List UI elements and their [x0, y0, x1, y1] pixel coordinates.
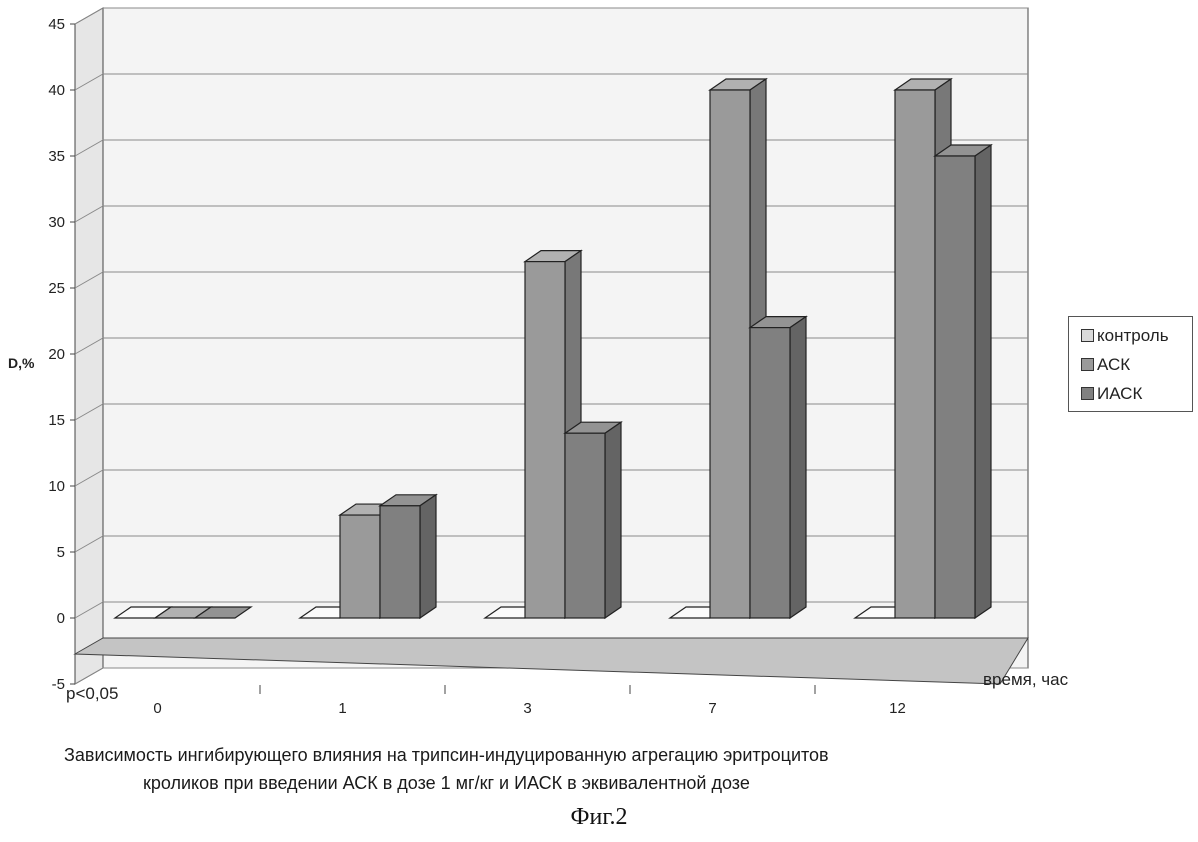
caption-line-2: кроликов при введении АСК в дозе 1 мг/кг… — [143, 773, 750, 794]
legend-label-control: контроль — [1097, 326, 1169, 345]
annotation-p: p<0,05 — [66, 684, 118, 703]
bar-АСК-7 — [710, 90, 750, 618]
legend-item-iask: ИАСК — [1081, 384, 1142, 404]
y-tick-label: 35 — [48, 148, 65, 165]
figure-label: Фиг.2 — [0, 804, 1198, 831]
bar-АСК-1 — [340, 515, 380, 618]
bar-ИАСК-7-side — [790, 317, 806, 618]
y-tick-label: 15 — [48, 412, 65, 429]
bar-ИАСК-3 — [565, 433, 605, 618]
legend-label-ask: АСК — [1097, 355, 1130, 374]
legend-item-control: контроль — [1081, 326, 1169, 346]
legend-item-ask: АСК — [1081, 355, 1130, 375]
bar-ИАСК-3-side — [605, 422, 621, 618]
x-axis-label: время, час — [983, 670, 1069, 689]
y-tick-label: 25 — [48, 280, 65, 297]
bar-chart: -5 0 5 10 15 20 25 30 35 40 45 D,% время, час p<0,05 0… — [0, 0, 1198, 800]
legend-swatch-ask — [1081, 358, 1094, 371]
x-tick-label: 3 — [523, 700, 531, 717]
y-tick-label: 20 — [48, 346, 65, 363]
bar-ИАСК-1 — [380, 506, 420, 618]
y-tick-label: 10 — [48, 478, 65, 495]
y-tick-label: 30 — [48, 214, 65, 231]
legend-label-iask: ИАСК — [1097, 384, 1142, 403]
bar-ИАСК-1-side — [420, 495, 436, 618]
legend-swatch-iask — [1081, 387, 1094, 400]
bar-ИАСК-7 — [750, 328, 790, 618]
legend-swatch-control — [1081, 329, 1094, 342]
bar-АСК-12 — [895, 90, 935, 618]
bar-АСК-3 — [525, 262, 565, 618]
y-tick-label: -5 — [52, 676, 65, 693]
x-tick-label: 12 — [889, 700, 906, 717]
caption-line-1: Зависимость ингибирующего влияния на три… — [64, 745, 829, 766]
bar-ИАСК-12-side — [975, 145, 991, 618]
y-tick-label: 5 — [57, 544, 65, 561]
y-axis-label: D,% — [8, 355, 35, 371]
bar-ИАСК-12 — [935, 156, 975, 618]
y-tick-label: 45 — [48, 16, 65, 33]
x-tick-label: 0 — [153, 700, 161, 717]
y-tick-label: 0 — [57, 610, 65, 627]
y-tick-label: 40 — [48, 82, 65, 99]
legend: контроль АСК ИАСК — [1068, 316, 1193, 412]
x-tick-label: 1 — [338, 700, 346, 717]
x-tick-label: 7 — [708, 700, 716, 717]
